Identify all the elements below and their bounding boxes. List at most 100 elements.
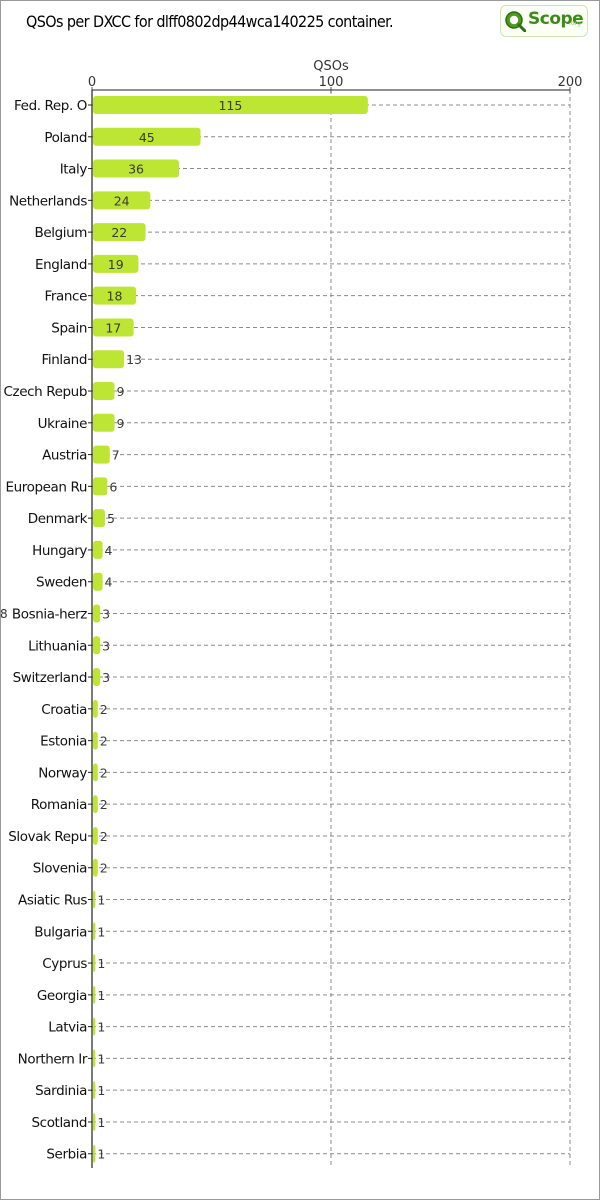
value-label: 1 [97, 1147, 105, 1162]
bar [93, 1049, 96, 1068]
x-tick-label: 100 [319, 75, 344, 90]
category-label: European Ru [5, 479, 87, 495]
value-label: 1 [97, 893, 105, 908]
bar [93, 954, 96, 973]
value-label: 17 [105, 320, 121, 335]
value-label: 9 [117, 384, 125, 399]
bar [93, 858, 98, 877]
category-label: Asiatic Rus [18, 893, 87, 909]
value-label: 5 [107, 511, 115, 526]
category-label: Bulgaria [34, 924, 87, 940]
bar [93, 96, 368, 114]
category-label: Hungary [32, 543, 87, 559]
value-label: 1 [97, 1051, 105, 1066]
bar [93, 509, 105, 528]
value-label: 2 [100, 797, 108, 812]
bar [93, 890, 96, 909]
category-label: Bosnia-herz [12, 606, 87, 622]
category-label: Norway [38, 765, 87, 781]
category-label: Scotland [32, 1115, 88, 1131]
x-axis-title: QSOs [313, 59, 349, 74]
category-label: Netherlands [9, 193, 87, 209]
bar [93, 826, 98, 845]
value-label: 18 [107, 289, 123, 304]
category-label: France [45, 289, 88, 305]
value-label: 22 [111, 225, 127, 240]
value-label: 3 [102, 606, 110, 621]
bar [93, 731, 98, 750]
value-label: 4 [105, 543, 113, 558]
value-label: 1 [97, 1083, 105, 1098]
bar [93, 1081, 96, 1100]
bar [93, 668, 101, 687]
value-label: 36 [128, 162, 144, 177]
bar [93, 159, 180, 178]
category-label: Sweden [36, 575, 87, 591]
qscope-logo-icon [505, 11, 526, 32]
value-label: 1 [97, 988, 105, 1003]
category-label: England [35, 257, 87, 273]
value-label: 2 [100, 734, 108, 749]
bar [93, 127, 201, 146]
value-label: 13 [126, 352, 142, 367]
category-label: Estonia [40, 734, 87, 750]
bar [93, 382, 115, 401]
value-label: 2 [100, 765, 108, 780]
category-label: Northern Ir [18, 1051, 88, 1067]
category-label: Latvia [48, 1020, 87, 1036]
value-label: 19 [108, 257, 124, 272]
category-label: Slovak Repu [8, 829, 87, 845]
bar [93, 350, 125, 369]
bar [93, 604, 101, 623]
category-label: Georgia [37, 988, 87, 1004]
value-label: 115 [218, 98, 242, 113]
category-label: Poland [44, 130, 87, 146]
x-tick-label: 200 [558, 75, 583, 90]
chart-title: QSOs per DXCC for dlff0802dp44wca140225 … [26, 12, 394, 31]
logo-text: Scope [528, 9, 584, 29]
bar [93, 477, 108, 496]
value-label: 1 [97, 924, 105, 939]
bar [93, 763, 98, 782]
value-label: 45 [139, 130, 155, 145]
value-label: 1 [97, 1115, 105, 1130]
value-label: 9 [117, 416, 125, 431]
value-label: 7 [112, 448, 120, 463]
category-label: Czech Repub [4, 384, 87, 400]
category-label: Denmark [28, 511, 88, 527]
category-label: Switzerland [13, 670, 87, 686]
bar [93, 795, 98, 814]
qscope-logo[interactable]: Scope .org [500, 5, 588, 37]
bar [93, 699, 98, 718]
bar [93, 191, 151, 210]
category-label: Finland [42, 352, 87, 368]
value-label: 2 [100, 702, 108, 717]
bar [93, 1017, 96, 1036]
category-label: Austria [42, 448, 87, 464]
bar [93, 1144, 96, 1163]
value-label: 2 [100, 829, 108, 844]
value-label: 24 [114, 193, 130, 208]
category-label: Serbia [46, 1147, 87, 1163]
category-label: Romania [31, 797, 87, 813]
bar [93, 985, 96, 1004]
logo-suffix: .org [569, 20, 581, 27]
bar [93, 286, 137, 305]
bar [93, 223, 146, 242]
bar [93, 922, 96, 941]
category-label: Sardinia [35, 1083, 87, 1099]
bar [93, 1112, 96, 1131]
x-tick-label: 0 [88, 75, 96, 90]
bar [93, 413, 115, 432]
bar [93, 540, 103, 559]
category-label: Ukraine [38, 416, 87, 432]
category-label: Cyprus [42, 956, 87, 972]
category-label: Italy [60, 162, 88, 178]
category-label: Belgium [34, 225, 87, 241]
bar [93, 572, 103, 591]
value-label: 1 [97, 1020, 105, 1035]
value-label: 6 [109, 479, 117, 494]
value-label: 1 [97, 956, 105, 971]
category-label: Croatia [41, 702, 87, 718]
